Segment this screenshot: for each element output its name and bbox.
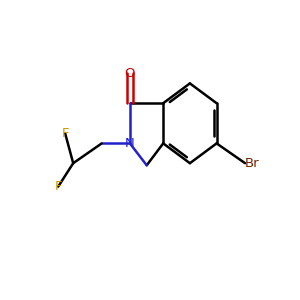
Text: F: F: [61, 127, 69, 140]
Text: N: N: [125, 137, 135, 150]
Text: F: F: [55, 180, 62, 193]
Text: O: O: [125, 67, 135, 80]
Text: Br: Br: [245, 157, 260, 170]
